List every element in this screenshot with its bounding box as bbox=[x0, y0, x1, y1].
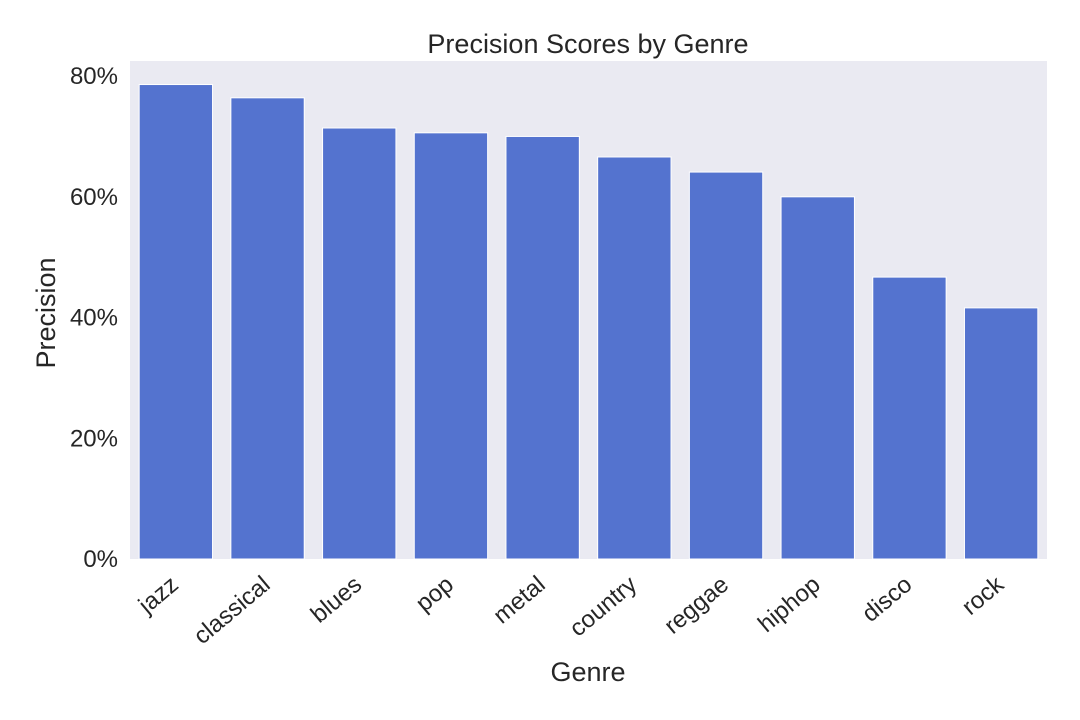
bar-reggae bbox=[688, 171, 764, 560]
x-tick-label-disco: disco bbox=[857, 571, 917, 628]
y-tick-label: 60% bbox=[70, 184, 118, 211]
x-tick-label-reggae: reggae bbox=[659, 571, 734, 640]
x-axis-ticks: jazz classical blues pop metal country reggae h… bbox=[133, 570, 1010, 650]
bar-jazz bbox=[138, 84, 214, 560]
x-tick-label-country: country bbox=[565, 571, 643, 642]
y-tick-label: 40% bbox=[70, 305, 118, 332]
x-tick-label-classical: classical bbox=[189, 571, 276, 650]
bars bbox=[138, 84, 1039, 560]
x-tick-label-metal: metal bbox=[488, 571, 550, 629]
bar-hiphop bbox=[780, 196, 855, 560]
x-tick-label-blues: blues bbox=[306, 571, 367, 629]
bar-blues bbox=[322, 127, 397, 560]
bar-disco bbox=[872, 276, 947, 560]
y-tick-label: 0% bbox=[83, 546, 118, 573]
y-axis-label: Precision bbox=[31, 257, 61, 368]
bar-country bbox=[597, 156, 672, 560]
bar-classical bbox=[230, 97, 305, 560]
bar-rock bbox=[963, 307, 1039, 560]
y-tick-label: 80% bbox=[70, 63, 118, 90]
bar-metal bbox=[505, 135, 580, 560]
x-tick-label-hiphop: hiphop bbox=[753, 571, 826, 638]
x-tick-label-pop: pop bbox=[411, 571, 459, 617]
x-tick-label-rock: rock bbox=[957, 570, 1010, 620]
y-tick-label: 20% bbox=[70, 425, 118, 452]
x-tick-label-jazz: jazz bbox=[133, 571, 184, 620]
y-axis-ticks: 0% 20% 40% 60% 80% bbox=[70, 63, 118, 573]
x-axis-label: Genre bbox=[550, 657, 625, 687]
chart-title: Precision Scores by Genre bbox=[427, 29, 748, 59]
bar-pop bbox=[413, 132, 489, 560]
